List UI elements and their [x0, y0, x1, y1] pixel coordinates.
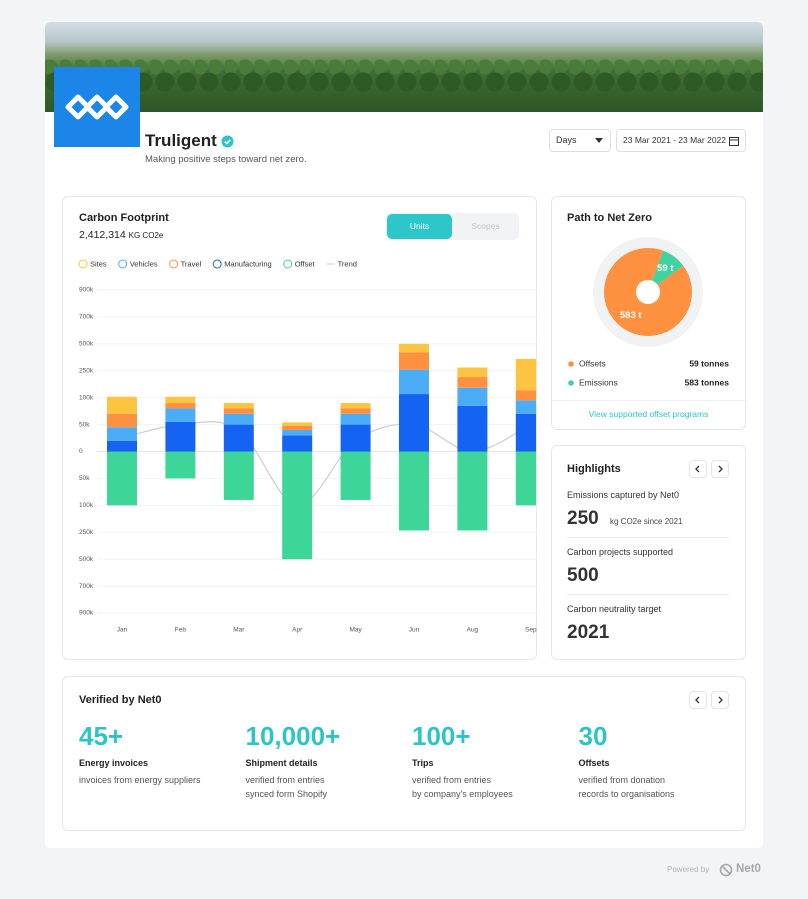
stat-description: invoices from energy suppliers — [79, 775, 201, 785]
divider — [552, 400, 745, 401]
highlight-label: Carbon neutrality target — [567, 604, 662, 614]
logo-link — [103, 94, 129, 120]
verified-badge — [221, 135, 234, 148]
toggle-scopes[interactable]: Scopes — [471, 221, 500, 231]
company-logo — [54, 67, 140, 147]
date-range[interactable]: 23 Mar 2021 - 23 Mar 2022 — [616, 129, 746, 152]
logo-icon — [65, 94, 129, 120]
stat-description: verified from donation — [578, 775, 666, 785]
next-button[interactable] — [711, 460, 729, 478]
stat-label: Offsets — [578, 758, 610, 768]
chevron-left — [695, 696, 700, 704]
carbon-footprint-card — [62, 196, 537, 660]
divider — [567, 594, 729, 595]
period-select[interactable]: Days — [549, 129, 611, 152]
tagline: Making positive steps toward net zero. — [145, 154, 307, 165]
pie-title: Path to Net Zero — [567, 212, 652, 224]
stat-description: synced form Shopify — [245, 789, 328, 799]
brand: Net0 — [736, 863, 761, 875]
net0-icon — [719, 863, 733, 877]
chevron-left — [695, 465, 700, 473]
stat-description: verified from entries — [245, 775, 325, 785]
chart-title: Carbon Footprint — [79, 212, 169, 224]
highlights-title: Highlights — [567, 463, 621, 475]
prev-button[interactable] — [689, 460, 707, 478]
chevron-right — [718, 696, 723, 704]
chart-total: 2,412,314 KG CO2e — [79, 229, 163, 241]
banner — [45, 22, 763, 112]
highlight-unit: kg CO2e since 2021 — [610, 517, 683, 526]
stat-label: Energy invoices — [79, 758, 149, 768]
period-select-text: Days — [556, 135, 577, 145]
prev-button[interactable] — [689, 691, 707, 709]
highlight-label: Carbon projects supported — [567, 547, 674, 557]
total-unit: KG CO2e — [128, 231, 164, 240]
stat-description: records to organisations — [578, 789, 675, 799]
stat-label: Trips — [412, 758, 434, 768]
chevron-right — [718, 465, 723, 473]
total-value: 2,412,314 — [79, 229, 126, 241]
stat-description: by company's employees — [412, 789, 513, 799]
offset-programs-link[interactable]: View supported offset programs — [588, 409, 709, 419]
stat-value: 100+ — [412, 721, 471, 751]
toggle-units[interactable]: Units — [387, 214, 452, 239]
highlights-card — [551, 445, 746, 660]
caret — [595, 138, 603, 143]
stat-value: 45+ — [79, 721, 124, 751]
date-range-text: 23 Mar 2021 - 23 Mar 2022 — [623, 135, 727, 145]
stat-description: verified from entries — [412, 775, 492, 785]
highlight-value: 2021 — [567, 622, 610, 643]
company-name: Truligent — [145, 131, 217, 150]
next-button[interactable] — [711, 691, 729, 709]
calendar-icon — [729, 137, 739, 146]
divider — [567, 537, 729, 538]
highlight-label: Emissions captured by Net0 — [567, 490, 680, 500]
stat-value: 30 — [578, 721, 608, 751]
verified-title: Verified by Net0 — [79, 694, 162, 706]
stat-label: Shipment details — [245, 758, 318, 768]
stat-value: 10,000+ — [245, 721, 341, 751]
powered-by: Powered by — [667, 865, 710, 874]
highlight-value: 250 — [567, 508, 599, 529]
highlight-value: 500 — [567, 565, 599, 586]
verified-card — [62, 676, 746, 831]
unit-toggle: Units Scopes — [386, 213, 519, 240]
path-to-net-zero-card — [551, 196, 746, 430]
